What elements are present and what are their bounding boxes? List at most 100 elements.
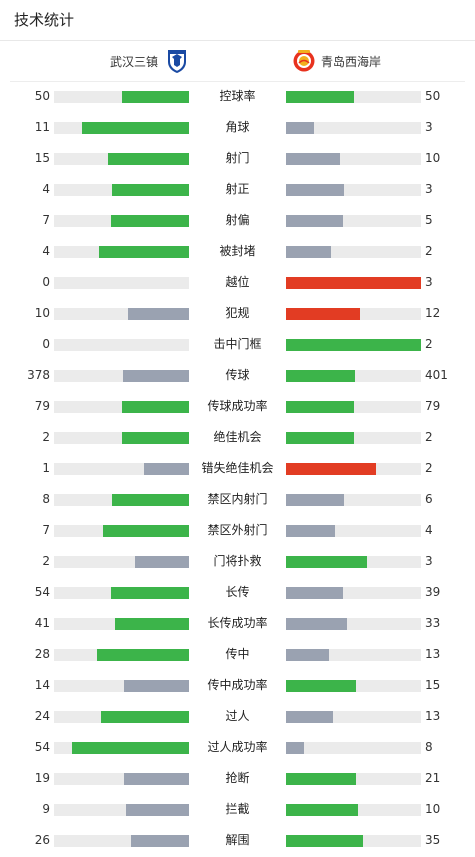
stat-label: 禁区内射门 <box>207 492 268 506</box>
stat-row: 4 射正 3 <box>0 174 475 205</box>
home-stat-bar <box>54 835 189 847</box>
away-stat-bar <box>286 587 421 599</box>
away-stat-bar <box>286 277 421 289</box>
home-stat-value: 8 <box>42 492 50 506</box>
away-stat-bar-fill <box>286 184 345 196</box>
stats-list: 50 控球率 50 11 角球 3 15 射门 10 4 射正 3 7 射偏 5 4 被封堵 2 0 越位 3 10 犯规 1… <box>0 81 475 856</box>
away-stat-bar <box>286 432 421 444</box>
away-stat-bar-fill <box>286 742 304 754</box>
home-stat-bar <box>54 587 189 599</box>
home-stat-bar-fill <box>97 649 189 661</box>
away-stat-bar <box>286 122 421 134</box>
home-stat-bar <box>54 246 189 258</box>
away-stat-value: 3 <box>425 275 433 289</box>
home-stat-bar-fill <box>135 556 189 568</box>
away-stat-bar <box>286 91 421 103</box>
away-stat-bar-fill <box>286 649 330 661</box>
away-stat-bar <box>286 370 421 382</box>
home-stat-bar-fill <box>144 463 189 475</box>
stat-row: 54 长传 39 <box>0 577 475 608</box>
stat-row: 7 射偏 5 <box>0 205 475 236</box>
stat-row: 10 犯规 12 <box>0 298 475 329</box>
home-stat-value: 54 <box>34 740 50 754</box>
home-stat-bar <box>54 556 189 568</box>
away-stat-bar <box>286 308 421 320</box>
away-stat-bar-fill <box>286 804 358 816</box>
stat-label: 抢断 <box>225 771 250 785</box>
home-stat-bar-fill <box>110 587 189 599</box>
home-stat-bar <box>54 463 189 475</box>
away-stat-value: 10 <box>425 802 441 816</box>
away-stat-bar <box>286 804 421 816</box>
away-stat-bar <box>286 742 421 754</box>
stat-label: 错失绝佳机会 <box>201 461 274 475</box>
stat-row: 54 过人成功率 8 <box>0 732 475 763</box>
home-stat-bar <box>54 153 189 165</box>
away-stat-bar-fill <box>286 277 421 289</box>
away-stat-bar-fill <box>286 308 361 320</box>
home-stat-value: 4 <box>42 244 50 258</box>
away-stat-value: 15 <box>425 678 441 692</box>
stat-label: 被封堵 <box>219 244 256 258</box>
away-stat-value: 10 <box>425 151 441 165</box>
stat-label: 禁区外射门 <box>207 523 268 537</box>
away-stat-bar-fill <box>286 556 367 568</box>
away-stat-bar <box>286 494 421 506</box>
stat-row: 11 角球 3 <box>0 112 475 143</box>
away-stat-bar <box>286 215 421 227</box>
home-stat-bar <box>54 122 189 134</box>
stat-label: 传球成功率 <box>207 399 268 413</box>
away-stat-value: 2 <box>425 461 433 475</box>
stat-label: 传中成功率 <box>207 678 268 692</box>
away-stat-bar <box>286 649 421 661</box>
home-stat-bar-fill <box>114 618 189 630</box>
stat-row: 19 抢断 21 <box>0 763 475 794</box>
away-team-crest-icon <box>293 48 315 74</box>
home-stat-bar <box>54 308 189 320</box>
home-stat-value: 9 <box>42 802 50 816</box>
stat-row: 2 绝佳机会 2 <box>0 422 475 453</box>
home-stat-bar <box>54 215 189 227</box>
stat-label: 门将扑救 <box>213 554 262 568</box>
away-stat-value: 2 <box>425 337 433 351</box>
home-stat-bar-fill <box>98 246 189 258</box>
away-stat-bar-fill <box>286 401 354 413</box>
away-stat-value: 2 <box>425 430 433 444</box>
away-team[interactable]: 青岛西海岸 <box>293 41 381 81</box>
stat-label: 犯规 <box>225 306 250 320</box>
home-stat-bar-fill <box>112 494 189 506</box>
stat-label: 过人成功率 <box>207 740 268 754</box>
away-stat-value: 13 <box>425 709 441 723</box>
away-stat-bar-fill <box>286 835 363 847</box>
home-stat-bar-fill <box>102 525 189 537</box>
home-stat-bar <box>54 401 189 413</box>
home-stat-bar <box>54 804 189 816</box>
away-team-name: 青岛西海岸 <box>321 54 382 69</box>
away-stat-bar <box>286 401 421 413</box>
home-stat-value: 50 <box>34 89 50 103</box>
home-stat-value: 4 <box>42 182 50 196</box>
away-stat-bar <box>286 680 421 692</box>
away-stat-bar <box>286 525 421 537</box>
stat-label: 控球率 <box>219 89 256 103</box>
away-stat-bar-fill <box>286 680 357 692</box>
stat-label: 过人 <box>225 709 250 723</box>
away-stat-value: 13 <box>425 647 441 661</box>
away-stat-bar-fill <box>286 494 345 506</box>
away-stat-bar-fill <box>286 91 354 103</box>
home-stat-bar-fill <box>110 215 189 227</box>
home-team[interactable]: 武汉三镇 <box>110 41 188 81</box>
stat-row: 26 解围 35 <box>0 825 475 856</box>
stat-row: 28 传中 13 <box>0 639 475 670</box>
home-stat-value: 0 <box>42 337 50 351</box>
stat-row: 9 拦截 10 <box>0 794 475 825</box>
home-stat-bar-fill <box>112 184 189 196</box>
home-stat-bar-fill <box>124 773 189 785</box>
stat-row: 8 禁区内射门 6 <box>0 484 475 515</box>
home-stat-bar-fill <box>130 835 189 847</box>
stat-row: 4 被封堵 2 <box>0 236 475 267</box>
teams-divider <box>10 81 465 82</box>
away-stat-value: 3 <box>425 554 433 568</box>
away-stat-bar-fill <box>286 463 377 475</box>
away-stat-bar <box>286 835 421 847</box>
